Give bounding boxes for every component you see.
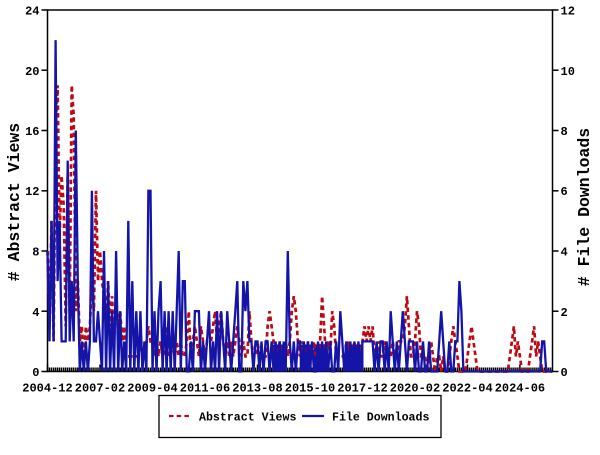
svg-text:2004-12: 2004-12 (22, 382, 72, 396)
svg-text:2: 2 (561, 306, 568, 320)
svg-text:2011-06: 2011-06 (180, 382, 230, 396)
svg-text:2020-02: 2020-02 (390, 382, 440, 396)
svg-text:0: 0 (561, 366, 568, 380)
svg-text:16: 16 (25, 125, 39, 139)
svg-text:0: 0 (32, 366, 39, 380)
svg-text:# File Downloads: # File Downloads (575, 128, 594, 286)
svg-text:2015-10: 2015-10 (285, 382, 335, 396)
svg-text:File Downloads: File Downloads (332, 412, 429, 425)
svg-text:6: 6 (561, 185, 568, 199)
svg-text:4: 4 (561, 246, 568, 260)
svg-text:8: 8 (32, 246, 39, 260)
svg-text:2007-02: 2007-02 (75, 382, 125, 396)
svg-text:12: 12 (561, 5, 575, 19)
svg-text:2024-06: 2024-06 (495, 382, 545, 396)
svg-text:20: 20 (25, 65, 39, 79)
svg-text:Abstract Views: Abstract Views (199, 412, 296, 425)
svg-text:24: 24 (25, 5, 39, 19)
svg-text:12: 12 (25, 185, 39, 199)
svg-text:2009-04: 2009-04 (127, 382, 177, 396)
svg-text:4: 4 (32, 306, 39, 320)
svg-text:8: 8 (561, 125, 568, 139)
svg-text:2017-12: 2017-12 (337, 382, 387, 396)
svg-text:2013-08: 2013-08 (232, 382, 282, 396)
svg-text:2022-04: 2022-04 (442, 382, 492, 396)
svg-text:10: 10 (561, 65, 575, 79)
svg-text:# Abstract Views: # Abstract Views (5, 123, 24, 281)
